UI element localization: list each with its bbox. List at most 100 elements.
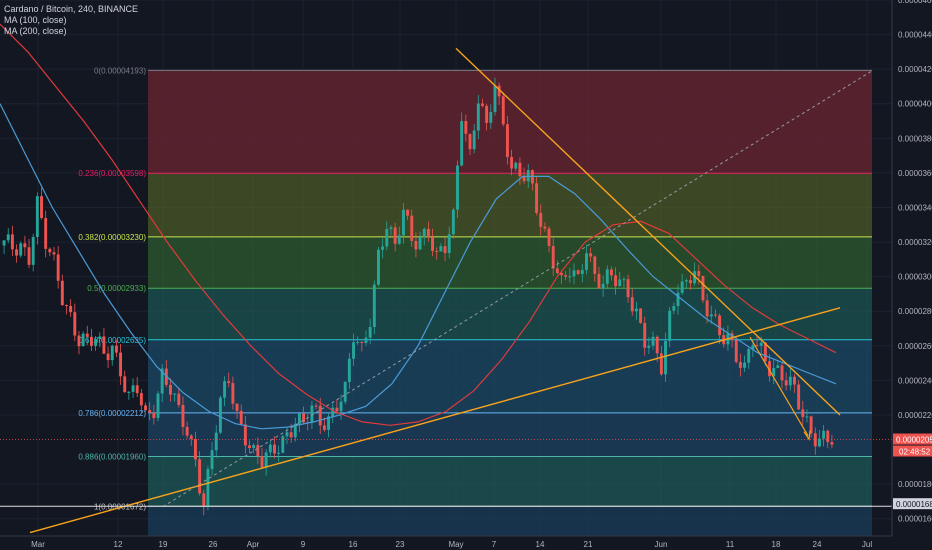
- candle-body: [94, 338, 98, 346]
- candle-body: [568, 276, 572, 278]
- candle-body: [281, 436, 285, 453]
- candle-body: [89, 336, 93, 346]
- candle-body: [48, 248, 52, 253]
- candle-body: [31, 236, 35, 265]
- candle-body: [156, 393, 160, 419]
- candle-body: [360, 342, 364, 344]
- y-tick-label: 0.00002200: [898, 411, 932, 420]
- candle-body: [576, 270, 580, 274]
- y-tick-label: 0.00001800: [898, 480, 932, 489]
- candle-body: [218, 397, 222, 433]
- x-tick-label: 21: [584, 540, 593, 549]
- candle-body: [443, 246, 447, 254]
- candle-body: [809, 416, 813, 434]
- candle-body: [123, 376, 127, 393]
- candle-body: [697, 271, 701, 276]
- candle-body: [393, 227, 397, 244]
- x-tick-label: Jul: [862, 540, 872, 549]
- candle-body: [273, 444, 276, 454]
- candle-body: [77, 335, 81, 347]
- candle-body: [52, 252, 56, 255]
- y-tick-label: 0.00003400: [898, 203, 932, 212]
- candle-body: [564, 275, 568, 277]
- candle-body: [6, 234, 10, 241]
- level-price-tag: [893, 498, 932, 510]
- candle-body: [784, 380, 788, 386]
- x-tick-label: 9: [301, 540, 306, 549]
- candle-body: [472, 130, 476, 150]
- candle-body: [709, 314, 713, 317]
- candle-body: [252, 445, 256, 449]
- candle-body: [630, 297, 634, 312]
- candle-body: [193, 439, 197, 460]
- fib-label: 0.382(0.00003230): [78, 233, 146, 242]
- candle-body: [248, 445, 251, 449]
- candle-body: [668, 310, 672, 341]
- candle-body: [817, 438, 821, 447]
- x-tick-label: 12: [114, 540, 123, 549]
- candle-body: [144, 405, 147, 411]
- candle-body: [614, 275, 618, 287]
- fib-label: 0.236(0.00003598): [78, 169, 146, 178]
- candle-body: [593, 256, 597, 274]
- candle-body: [468, 133, 472, 150]
- candle-body: [106, 353, 110, 361]
- candle-body: [618, 279, 622, 287]
- chart-legend: Cardano / Bitcoin, 240, BINANCE MA (100,…: [4, 4, 138, 37]
- candle-body: [397, 235, 401, 244]
- candle-body: [597, 273, 601, 289]
- candle-body: [555, 268, 559, 273]
- y-tick-label: 0.00002400: [898, 376, 932, 385]
- candle-body: [718, 315, 722, 336]
- candle-body: [139, 393, 143, 406]
- candle-body: [481, 103, 484, 106]
- candle-body: [497, 85, 501, 97]
- candle-body: [676, 292, 680, 306]
- ma200-legend[interactable]: MA (200, close): [4, 26, 67, 36]
- candle-body: [85, 333, 89, 337]
- y-tick-label: 0.00004000: [898, 100, 932, 109]
- last-price-tag: [893, 433, 932, 445]
- symbol-title[interactable]: Cardano / Bitcoin, 240, BINANCE: [4, 4, 139, 14]
- candle-body: [651, 336, 655, 346]
- candle-body: [339, 401, 343, 412]
- candle-body: [622, 279, 626, 281]
- fib-label: 0.786(0.00002212): [78, 409, 146, 418]
- ma200-line: [0, 23, 837, 426]
- candle-body: [198, 459, 202, 494]
- y-tick-label: 0.00003800: [898, 134, 932, 143]
- y-tick-label: 0.00003200: [898, 238, 932, 247]
- candle-body: [372, 284, 376, 327]
- candle-body: [422, 228, 426, 238]
- candle-body: [755, 345, 759, 347]
- candle-body: [356, 342, 360, 344]
- candle-body: [27, 247, 31, 265]
- candle-body: [223, 381, 227, 398]
- ma100-line: [0, 103, 837, 430]
- candle-body: [23, 243, 27, 248]
- fib-label: 0.5(0.00002933): [87, 284, 146, 293]
- candle-body: [705, 300, 709, 317]
- candle-body: [522, 176, 526, 182]
- candle-body: [672, 305, 676, 311]
- candle-body: [585, 253, 588, 270]
- candle-body: [318, 405, 322, 426]
- level-price-label: 0.00001684: [896, 500, 932, 509]
- candle-body: [456, 165, 459, 210]
- x-tick-label: May: [448, 540, 463, 549]
- candle-body: [381, 246, 385, 250]
- candle-body: [297, 413, 301, 424]
- candle-body: [501, 96, 505, 125]
- y-tick-label: 0.00004200: [898, 65, 932, 74]
- ma100-legend[interactable]: MA (100, close): [4, 15, 67, 25]
- candle-body: [460, 121, 464, 166]
- candle-body: [235, 403, 239, 411]
- candle-body: [15, 249, 19, 256]
- candle-body: [260, 456, 264, 468]
- candle-body: [406, 209, 410, 216]
- candle-body: [580, 269, 584, 274]
- candle-body: [98, 336, 102, 339]
- candle-body: [730, 333, 734, 341]
